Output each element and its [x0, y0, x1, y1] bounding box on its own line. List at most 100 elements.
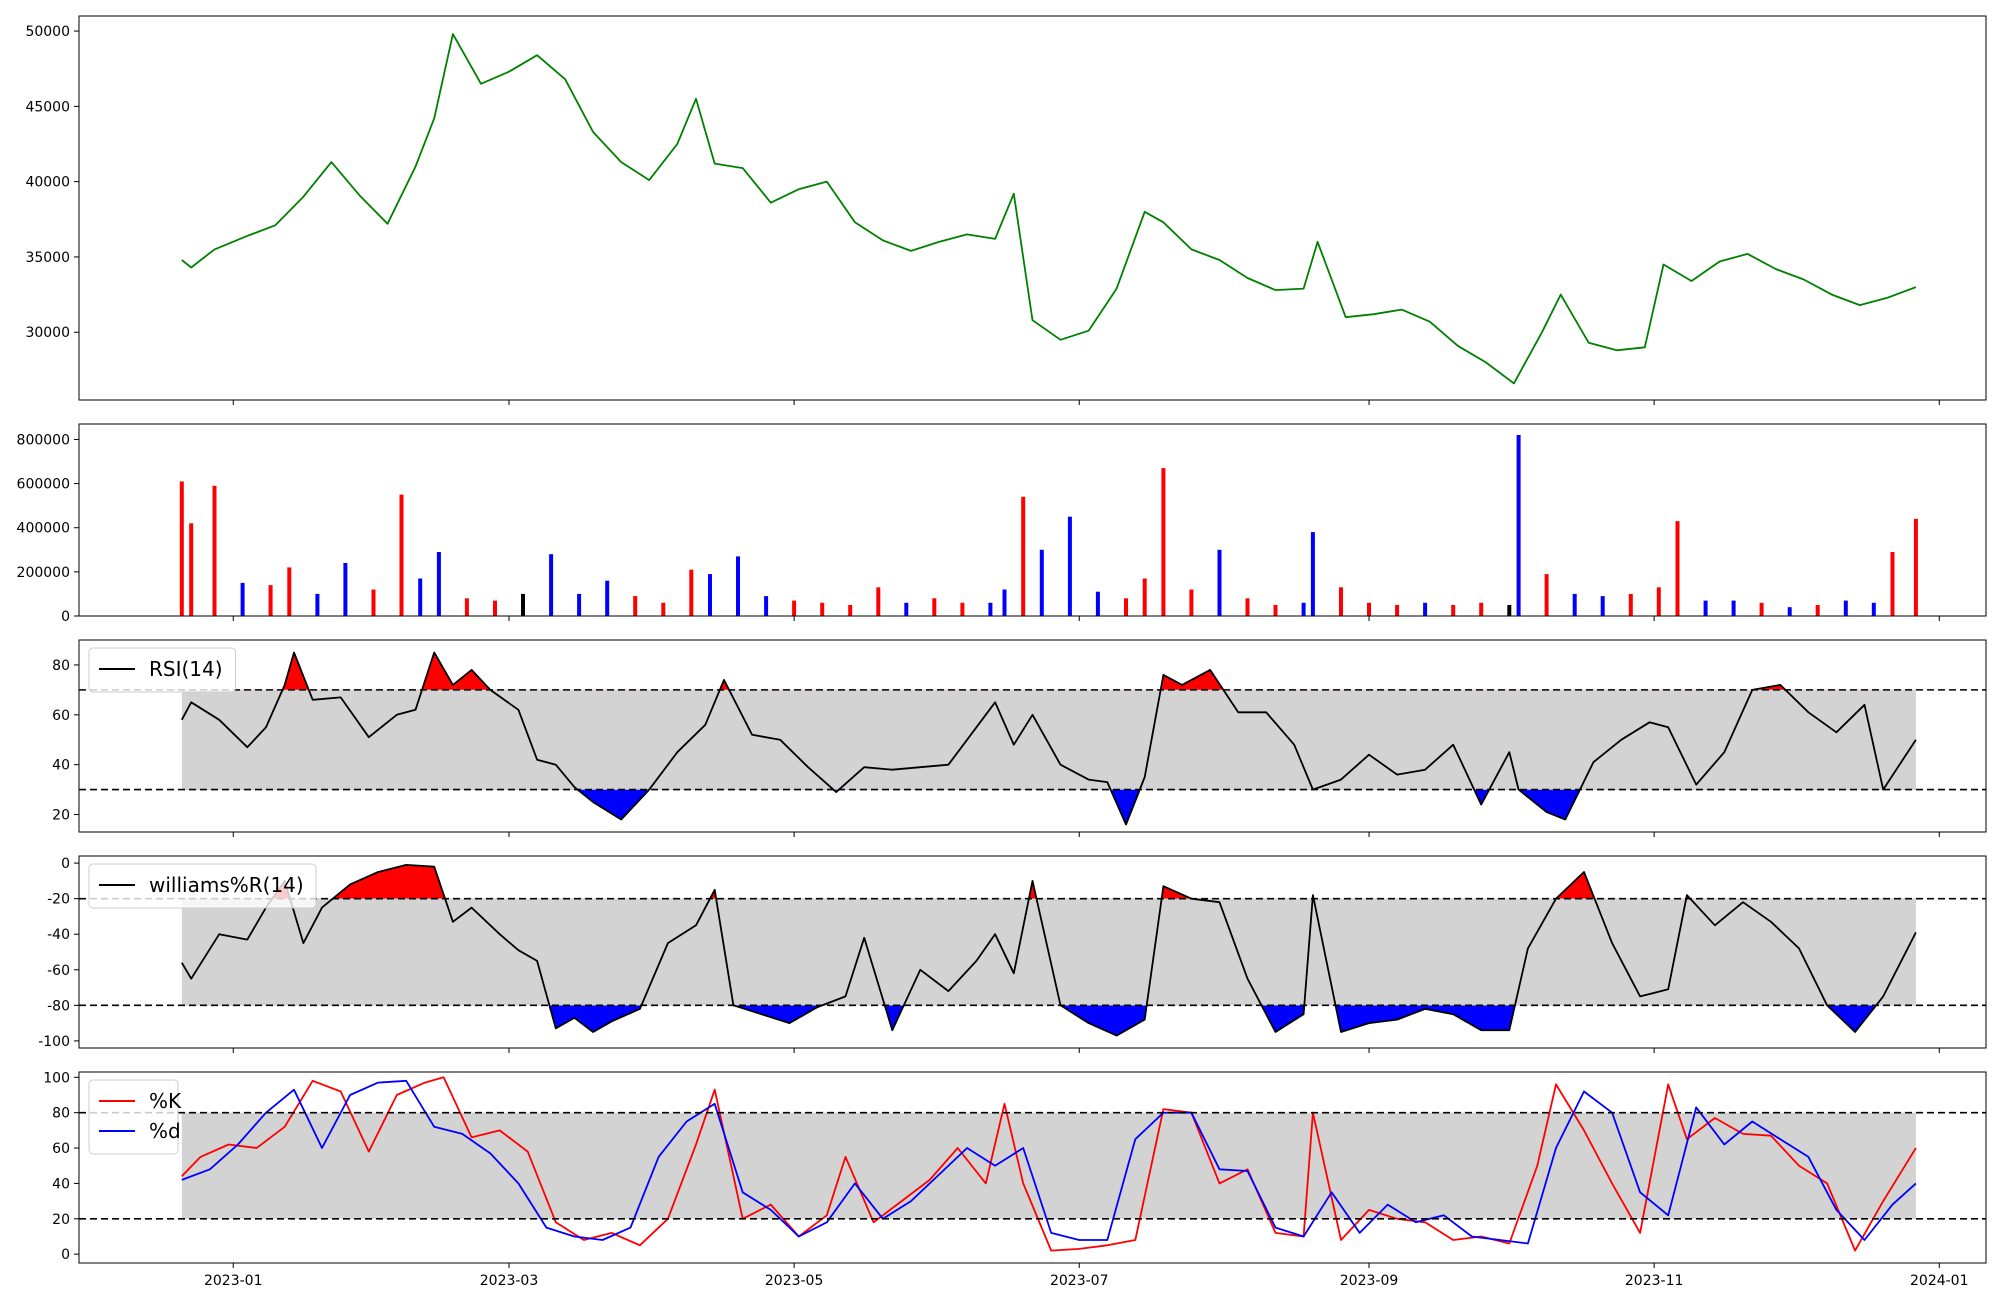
- rsi-ytick-label: 20: [52, 808, 70, 824]
- x-tick-label: 2023-03: [480, 1273, 539, 1289]
- stochastic-ytick-label: 60: [52, 1141, 70, 1157]
- volume-ytick-label: 400000: [17, 521, 70, 537]
- volume-bar: [820, 602, 825, 616]
- price-ytick-label: 30000: [25, 325, 70, 341]
- volume-bar: [1507, 605, 1512, 616]
- volume-panel: 0 200000 400000 600000 800000: [17, 423, 1987, 625]
- stochastic-ytick-label: 100: [43, 1070, 70, 1086]
- volume-bar: [633, 596, 638, 616]
- volume-bar: [1572, 593, 1577, 616]
- williams-ytick-label: -40: [47, 927, 70, 943]
- stochastic-legend: %K %d: [88, 1079, 182, 1155]
- volume-bar: [212, 485, 217, 616]
- price-panel: 30000 35000 40000 45000 50000: [25, 15, 1987, 405]
- price-ytick-label: 40000: [25, 175, 70, 191]
- rsi-legend-frame: [88, 647, 236, 693]
- volume-bar: [240, 582, 245, 616]
- williams-plot-area: [79, 864, 1986, 1037]
- volume-bar: [1628, 593, 1633, 616]
- volume-bar: [960, 602, 965, 616]
- stochastic-legend-label: %d: [149, 1119, 181, 1143]
- stochastic-series-line: [181, 1076, 1917, 1252]
- volume-bar: [661, 602, 666, 616]
- rsi-ytick-label: 40: [52, 758, 70, 774]
- volume-bar: [708, 574, 712, 616]
- volume-ytick-label: 200000: [17, 565, 70, 581]
- volume-bar: [493, 600, 497, 616]
- volume-bar: [549, 554, 554, 616]
- williams-ytick-label: -80: [47, 998, 70, 1014]
- rsi-panel: 20 40 60 80 RSI(14): [52, 639, 1987, 837]
- volume-bar: [1039, 549, 1044, 616]
- volume-plot-area: [179, 435, 1918, 616]
- volume-bar: [287, 567, 292, 616]
- volume-bar: [1273, 605, 1278, 616]
- volume-bar: [605, 580, 610, 616]
- williams-overbought-fill: [272, 864, 1691, 899]
- volume-bar: [1301, 602, 1306, 616]
- volume-ytick-label: 600000: [17, 477, 70, 493]
- volume-bar: [1161, 468, 1166, 616]
- stochastic-ytick-label: 0: [61, 1247, 70, 1263]
- volume-bar: [792, 600, 797, 616]
- volume-bar: [689, 569, 694, 616]
- volume-bar: [1600, 596, 1605, 616]
- stochastic-panel: 0 20 40 60 80 100 %K %d: [43, 1070, 1987, 1268]
- volume-bar: [268, 585, 273, 616]
- volume-bar: [1787, 607, 1792, 616]
- price-ytick-label: 35000: [25, 250, 70, 266]
- rsi-series-line: [181, 651, 1917, 826]
- williams-frame: [78, 855, 1987, 1049]
- volume-bar: [399, 494, 404, 616]
- volume-bar: [315, 593, 320, 616]
- shared-x-axis: 2023-01 2023-03 2023-05 2023-07 2023-09 2023-…: [204, 1273, 1969, 1289]
- volume-bar: [736, 556, 740, 616]
- volume-bar: [1002, 589, 1007, 616]
- price-ytick-label: 45000: [25, 99, 70, 115]
- volume-bar: [932, 598, 937, 616]
- stochastic-plot-area: [79, 1076, 1986, 1252]
- stochastic-threshold-band: [181, 1112, 1916, 1219]
- volume-bar: [1395, 605, 1400, 616]
- volume-bar: [1890, 552, 1895, 616]
- volume-bar: [1245, 598, 1250, 616]
- volume-bar: [1871, 602, 1876, 616]
- price-ytick-label: 50000: [25, 24, 70, 40]
- volume-bar: [1189, 589, 1194, 616]
- volume-bar: [764, 596, 769, 616]
- rsi-plot-area: [79, 651, 1986, 826]
- stochastic-ytick-label: 40: [52, 1176, 70, 1192]
- volume-bar: [1843, 600, 1848, 616]
- x-tick-label: 2023-01: [204, 1273, 263, 1289]
- stochastic-ytick-label: 20: [52, 1212, 70, 1228]
- volume-bar: [988, 602, 993, 616]
- volume-bar: [179, 481, 184, 616]
- volume-bar: [1423, 602, 1428, 616]
- volume-bar: [1731, 600, 1736, 616]
- volume-bar: [371, 589, 376, 616]
- williams-panel: 0 -20 -40 -60 -80 -100 williams%R(14): [38, 855, 1987, 1053]
- volume-bar: [1703, 600, 1708, 616]
- volume-bar: [876, 587, 881, 616]
- volume-bar: [1759, 602, 1764, 616]
- williams-ytick-label: 0: [61, 856, 70, 872]
- williams-legend-frame: [88, 863, 317, 909]
- x-tick-label: 2023-07: [1050, 1273, 1109, 1289]
- williams-series-line: [181, 864, 1917, 1037]
- volume-bar: [521, 593, 525, 616]
- volume-bar: [1815, 605, 1820, 616]
- volume-bar: [1479, 602, 1484, 616]
- rsi-frame: [78, 639, 1987, 833]
- volume-ytick-label: 0: [61, 609, 70, 625]
- volume-bar: [1656, 587, 1661, 616]
- volume-bar: [343, 563, 348, 616]
- volume-bar: [1675, 521, 1680, 616]
- stochastic-ytick-label: 80: [52, 1106, 70, 1122]
- rsi-oversold-fill: [577, 789, 1580, 825]
- stochastic-legend-label: %K: [149, 1089, 182, 1113]
- volume-bar: [1367, 602, 1371, 616]
- volume-bar: [464, 598, 469, 616]
- volume-bar: [418, 578, 423, 616]
